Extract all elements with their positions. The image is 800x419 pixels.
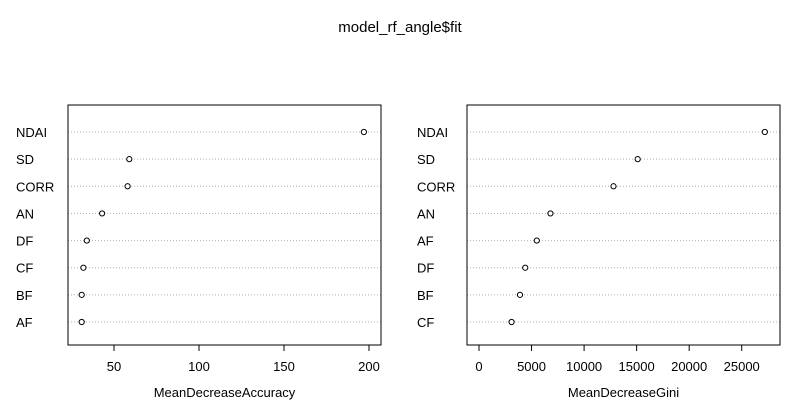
x-tick-label: 100: [188, 359, 210, 374]
category-label: SD: [16, 152, 34, 167]
x-tick-label: 200: [358, 359, 380, 374]
data-point: [761, 128, 768, 136]
plot-frame: [67, 104, 382, 346]
category-label: DF: [417, 261, 434, 276]
data-point: [360, 128, 367, 136]
data-point: [634, 156, 641, 163]
plot-frame: [466, 104, 781, 346]
x-tick-label: 20000: [671, 359, 707, 374]
category-label: NDAI: [16, 125, 47, 140]
category-label: CF: [417, 315, 434, 330]
category-label: SD: [417, 152, 435, 167]
category-label: CF: [16, 261, 33, 276]
category-label: AN: [417, 206, 435, 221]
data-point: [83, 237, 90, 244]
category-label: CORR: [417, 179, 455, 194]
data-point: [533, 237, 540, 244]
category-label: AN: [16, 206, 34, 221]
data-point: [610, 183, 617, 190]
category-label: AF: [16, 315, 33, 330]
x-tick-label: 0: [475, 359, 482, 374]
x-tick-label: 25000: [724, 359, 760, 374]
data-point: [522, 264, 529, 271]
data-point: [508, 318, 515, 326]
data-point: [78, 318, 85, 326]
category-label: CORR: [16, 179, 54, 194]
x-tick-label: 10000: [566, 359, 602, 374]
category-label: BF: [417, 288, 434, 303]
x-axis-label: MeanDecreaseGini: [568, 385, 679, 400]
data-point: [516, 291, 524, 298]
data-point: [78, 291, 85, 298]
data-point: [124, 183, 131, 190]
category-label: DF: [16, 234, 33, 249]
data-point: [99, 210, 106, 217]
data-point: [547, 210, 554, 217]
panel-mean-decrease-gini: NDAI SD CORR AN AF DF BF CF 0 5000 10000 15000 20000…: [417, 104, 781, 400]
x-tick-label: 5000: [517, 359, 546, 374]
x-tick-label: 150: [273, 359, 295, 374]
panel-mean-decrease-accuracy: NDAI SD CORR AN DF CF BF AF 50 100 150 200 MeanDecre…: [16, 104, 382, 400]
category-label: NDAI: [417, 125, 448, 140]
category-label: AF: [417, 234, 434, 249]
chart-title: model_rf_angle$fit: [338, 19, 462, 36]
data-point: [126, 156, 133, 163]
data-point: [80, 264, 87, 271]
x-axis-label: MeanDecreaseAccuracy: [154, 385, 296, 400]
category-label: BF: [16, 288, 33, 303]
x-tick-label: 50: [107, 359, 121, 374]
x-tick-label: 15000: [619, 359, 655, 374]
